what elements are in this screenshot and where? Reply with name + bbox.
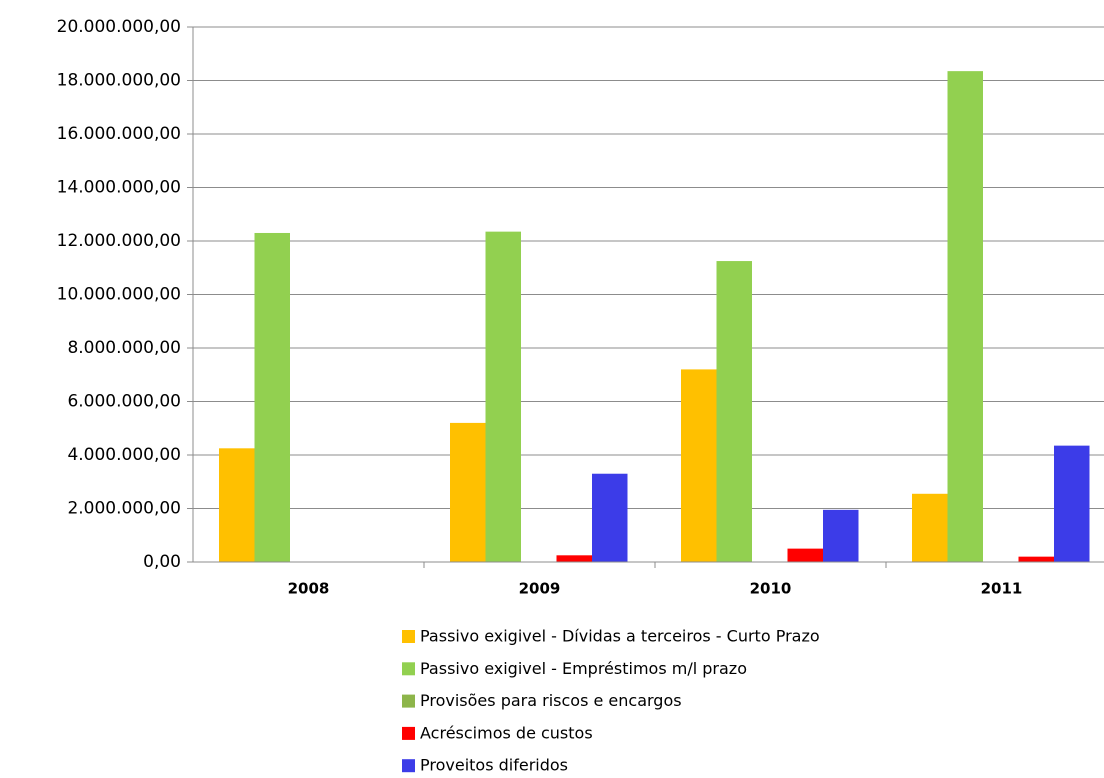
- bar: [450, 422, 486, 562]
- bar: [556, 555, 592, 562]
- y-tick-label: 4.000.000,00: [67, 445, 181, 465]
- y-tick-label: 18.000.000,00: [57, 71, 181, 91]
- x-tick-label: 2008: [288, 580, 330, 598]
- bar: [681, 369, 717, 562]
- bar: [1054, 445, 1090, 562]
- x-tick-label: 2009: [519, 580, 561, 598]
- bar: [254, 232, 290, 562]
- y-tick-label: 20.000.000,00: [57, 17, 181, 37]
- y-tick-label: 14.000.000,00: [57, 178, 181, 198]
- bar: [947, 71, 983, 562]
- y-tick-label: 16.000.000,00: [57, 124, 181, 144]
- bar: [1018, 556, 1054, 562]
- bar: [716, 261, 752, 562]
- bar: [787, 548, 823, 562]
- bar: [823, 509, 859, 562]
- y-tick-label: 8.000.000,00: [67, 338, 181, 358]
- legend-label: Provisões para riscos e encargos: [420, 691, 682, 710]
- x-tick-label: 2011: [981, 580, 1023, 598]
- legend-swatch: [402, 726, 415, 740]
- bar: [485, 231, 521, 562]
- legend-swatch: [402, 662, 415, 676]
- y-tick-label: 6.000.000,00: [67, 392, 181, 412]
- legend-swatch: [402, 759, 415, 773]
- bar: [912, 493, 948, 562]
- y-tick-label: 12.000.000,00: [57, 231, 181, 251]
- legend-label: Proveitos diferidos: [420, 756, 568, 775]
- legend-swatch: [402, 630, 415, 643]
- x-tick-label: 2010: [750, 580, 792, 598]
- y-tick-label: 10.000.000,00: [57, 285, 181, 305]
- bar: [219, 448, 255, 562]
- legend-swatch: [402, 694, 415, 708]
- y-tick-label: 0,00: [143, 552, 181, 572]
- legend-label: Acréscimos de custos: [420, 723, 593, 742]
- bar: [592, 473, 628, 562]
- y-tick-label: 2.000.000,00: [67, 499, 181, 519]
- legend-label: Passivo exigivel - Dívidas a terceiros -…: [420, 627, 820, 646]
- legend-label: Passivo exigivel - Empréstimos m/l prazo: [420, 659, 747, 678]
